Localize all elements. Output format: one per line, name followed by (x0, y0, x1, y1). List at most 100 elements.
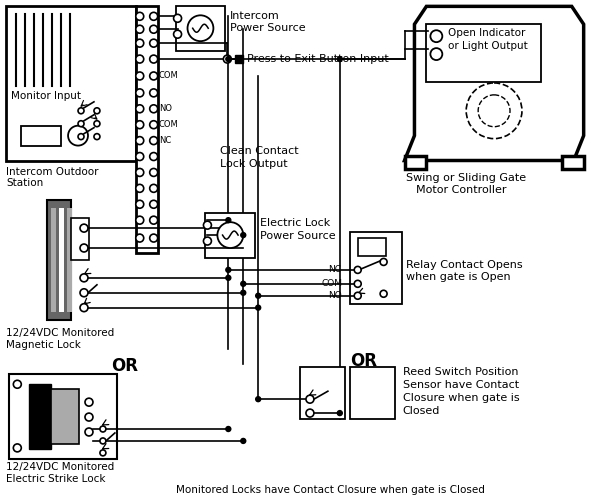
Circle shape (80, 274, 88, 282)
Text: Sensor have Contact: Sensor have Contact (402, 380, 519, 390)
Text: 12/24VDC Monitored: 12/24VDC Monitored (7, 328, 114, 338)
Circle shape (100, 438, 106, 444)
Circle shape (203, 221, 212, 229)
Bar (300, 368, 344, 419)
Circle shape (136, 39, 144, 47)
Text: Intercom: Intercom (230, 12, 280, 22)
Circle shape (136, 55, 144, 63)
Text: COM: COM (159, 72, 178, 80)
Bar (350, 368, 395, 419)
Circle shape (85, 413, 93, 421)
Circle shape (337, 410, 342, 416)
Circle shape (241, 232, 246, 237)
Circle shape (85, 428, 93, 436)
Circle shape (150, 168, 158, 176)
Circle shape (136, 12, 144, 20)
Circle shape (224, 55, 231, 63)
Circle shape (430, 48, 442, 60)
Bar (206, 213, 255, 258)
Text: Relay Contact Opens: Relay Contact Opens (406, 260, 523, 270)
Text: NO: NO (328, 291, 342, 300)
Circle shape (13, 380, 21, 388)
Circle shape (150, 120, 158, 128)
Text: Clean Contact
Lock Output: Clean Contact Lock Output (221, 146, 299, 169)
Text: Intercom Outdoor: Intercom Outdoor (7, 168, 99, 177)
Bar (235, 55, 243, 63)
Circle shape (136, 184, 144, 192)
Bar (136, 6, 158, 253)
Circle shape (94, 134, 100, 140)
Circle shape (136, 216, 144, 224)
Circle shape (150, 26, 158, 33)
Circle shape (136, 26, 144, 33)
Text: Electric Strike Lock: Electric Strike Lock (7, 474, 106, 484)
Text: 12/24VDC Monitored: 12/24VDC Monitored (7, 462, 114, 472)
Circle shape (78, 134, 84, 140)
Circle shape (430, 30, 442, 42)
Text: COM: COM (159, 120, 178, 129)
Text: Monitored Locks have Contact Closure when gate is Closed: Monitored Locks have Contact Closure whe… (176, 484, 485, 494)
Bar (29, 384, 51, 449)
Bar (358, 238, 386, 256)
Text: Reed Switch Position: Reed Switch Position (402, 368, 518, 378)
Circle shape (306, 409, 314, 417)
Circle shape (136, 89, 144, 97)
Circle shape (78, 108, 84, 114)
Bar (176, 6, 225, 51)
Circle shape (136, 72, 144, 80)
Circle shape (354, 266, 361, 274)
Circle shape (478, 95, 510, 126)
Text: Closed: Closed (402, 406, 440, 416)
Circle shape (78, 120, 84, 126)
Circle shape (68, 126, 88, 146)
Text: NO: NO (159, 104, 172, 114)
Text: Electric Lock: Electric Lock (260, 218, 330, 228)
Circle shape (100, 450, 106, 456)
Circle shape (150, 72, 158, 80)
Bar (71, 218, 89, 260)
Text: Open Indicator: Open Indicator (448, 28, 526, 38)
Circle shape (85, 398, 93, 406)
Circle shape (150, 184, 158, 192)
Bar (51, 389, 79, 444)
Circle shape (173, 14, 182, 22)
Text: Monitor Input: Monitor Input (11, 91, 81, 101)
Circle shape (226, 218, 231, 222)
Circle shape (94, 120, 100, 126)
Circle shape (136, 136, 144, 144)
Circle shape (13, 444, 21, 452)
Circle shape (150, 136, 158, 144)
Circle shape (80, 244, 88, 252)
Circle shape (80, 224, 88, 232)
Text: Power Source: Power Source (230, 24, 306, 34)
Text: OR: OR (111, 358, 138, 376)
Bar (51, 208, 56, 312)
Circle shape (241, 438, 246, 444)
Circle shape (136, 200, 144, 208)
Text: Press to Exit Button Input: Press to Exit Button Input (247, 54, 389, 64)
Circle shape (136, 152, 144, 160)
Text: Power Source: Power Source (260, 231, 336, 241)
Circle shape (150, 216, 158, 224)
Circle shape (256, 305, 260, 310)
Circle shape (256, 294, 260, 298)
Circle shape (218, 222, 243, 248)
Text: Station: Station (7, 178, 44, 188)
Circle shape (256, 396, 260, 402)
Circle shape (150, 39, 158, 47)
Circle shape (380, 258, 387, 266)
Circle shape (150, 152, 158, 160)
Polygon shape (405, 6, 583, 160)
Circle shape (100, 426, 106, 432)
Bar (67, 208, 72, 312)
Bar (21, 126, 61, 146)
Circle shape (150, 55, 158, 63)
Circle shape (173, 30, 182, 38)
Circle shape (354, 280, 361, 287)
Circle shape (94, 108, 100, 114)
Text: when gate is Open: when gate is Open (406, 272, 511, 282)
Circle shape (80, 304, 88, 312)
Circle shape (136, 234, 144, 242)
Circle shape (241, 290, 246, 295)
Bar (7, 6, 136, 160)
